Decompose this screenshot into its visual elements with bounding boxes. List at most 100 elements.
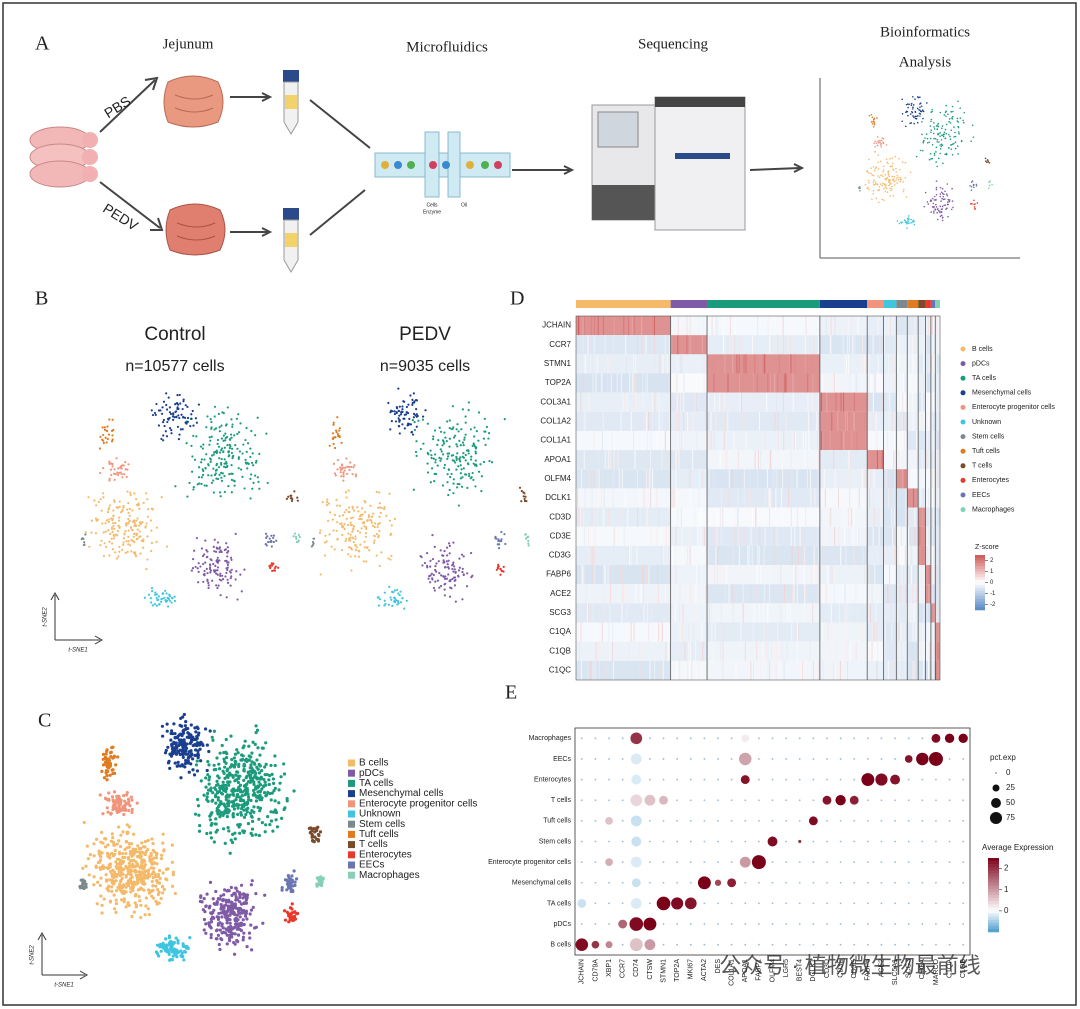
cell-point bbox=[407, 403, 410, 406]
heat-stripe bbox=[936, 507, 938, 527]
cell-point bbox=[186, 946, 190, 951]
heat-stripe bbox=[845, 450, 847, 470]
cell-point bbox=[216, 477, 220, 481]
cell-point bbox=[439, 549, 442, 552]
cell-point bbox=[919, 149, 922, 152]
heat-stripe bbox=[822, 373, 824, 393]
cell-point bbox=[202, 793, 206, 797]
cell-point bbox=[937, 133, 939, 135]
cell-point bbox=[291, 884, 295, 888]
heat-stripe bbox=[701, 622, 703, 642]
cell-point bbox=[229, 773, 233, 777]
heat-stripe bbox=[692, 622, 694, 642]
cell-point bbox=[127, 808, 131, 813]
heat-stripe bbox=[648, 411, 650, 431]
cell-point bbox=[207, 474, 210, 477]
heat-stripe bbox=[813, 335, 815, 355]
cell-point bbox=[895, 167, 897, 170]
cell-point bbox=[494, 535, 497, 538]
cell-point bbox=[127, 842, 131, 846]
cell-point bbox=[150, 601, 153, 604]
heat-stripe bbox=[757, 450, 759, 470]
cell-point bbox=[896, 182, 898, 184]
cell-point bbox=[236, 598, 239, 601]
heat-stripe bbox=[900, 641, 902, 661]
heat-stripe bbox=[607, 354, 609, 374]
heat-stripe bbox=[693, 603, 695, 623]
heat-stripe bbox=[613, 526, 615, 546]
cell-point bbox=[910, 110, 913, 113]
cell-point bbox=[229, 577, 232, 580]
heat-stripe bbox=[827, 622, 829, 642]
cell-point bbox=[445, 560, 448, 563]
heat-stripe bbox=[647, 373, 649, 393]
cell-point bbox=[886, 191, 889, 194]
cell-point bbox=[931, 108, 933, 111]
heat-stripe bbox=[891, 622, 893, 642]
heat-stripe bbox=[767, 641, 769, 661]
cell-point bbox=[172, 749, 176, 753]
gene-label: STMN1 bbox=[544, 359, 572, 368]
cell-point bbox=[126, 901, 130, 905]
cell-point bbox=[112, 755, 116, 759]
cell-point bbox=[221, 813, 225, 818]
cell-point bbox=[112, 881, 116, 885]
heat-stripe bbox=[916, 450, 918, 470]
heat-stripe bbox=[932, 641, 934, 661]
heat-stripe bbox=[715, 316, 717, 336]
cell-point bbox=[103, 542, 106, 545]
heat-stripe bbox=[810, 335, 812, 355]
cell-point bbox=[165, 392, 168, 395]
heat-stripe bbox=[910, 565, 912, 585]
heat-stripe bbox=[648, 469, 650, 489]
heat-block bbox=[883, 622, 897, 642]
heat-stripe bbox=[649, 526, 651, 546]
cell-point bbox=[401, 410, 404, 413]
cell-point bbox=[258, 783, 263, 787]
heat-stripe bbox=[645, 469, 647, 489]
cell-point bbox=[127, 463, 130, 466]
cell-point bbox=[126, 797, 131, 801]
cell-point bbox=[949, 135, 951, 138]
heat-stripe bbox=[681, 430, 683, 451]
cell-point bbox=[277, 788, 281, 792]
heat-stripe bbox=[742, 603, 744, 623]
heat-block bbox=[819, 411, 868, 431]
cell-point bbox=[375, 554, 378, 557]
cell-point bbox=[970, 203, 972, 205]
cell-point bbox=[103, 837, 107, 841]
cell-point bbox=[880, 144, 882, 146]
cell-point bbox=[944, 204, 947, 206]
heat-stripe bbox=[585, 411, 587, 431]
cell-point bbox=[103, 796, 108, 800]
cell-point bbox=[973, 199, 975, 202]
heat-stripe bbox=[850, 622, 852, 642]
cell-point bbox=[231, 905, 235, 909]
cell-point bbox=[229, 734, 233, 738]
cell-point bbox=[171, 873, 175, 877]
cell-point bbox=[83, 541, 86, 544]
cell-point bbox=[216, 774, 220, 778]
cell-point bbox=[434, 565, 437, 568]
cell-point bbox=[189, 425, 192, 428]
cell-point bbox=[930, 131, 932, 134]
cell-point bbox=[146, 872, 151, 876]
cell-point bbox=[122, 897, 126, 901]
cell-point bbox=[926, 201, 929, 203]
cell-point bbox=[466, 462, 470, 465]
heat-stripe bbox=[629, 622, 631, 642]
cell-point bbox=[129, 494, 132, 497]
heat-block bbox=[707, 373, 820, 393]
cell-point bbox=[337, 435, 340, 438]
heat-stripe bbox=[740, 622, 742, 642]
cell-point bbox=[108, 504, 111, 507]
cell-point bbox=[941, 127, 943, 130]
heat-stripe bbox=[777, 430, 779, 451]
cell-point bbox=[898, 222, 901, 225]
cell-point bbox=[373, 539, 376, 542]
cell-point bbox=[448, 544, 451, 547]
heat-stripe bbox=[651, 392, 653, 412]
heat-stripe bbox=[722, 565, 724, 585]
cell-point bbox=[205, 453, 208, 456]
cell-point bbox=[945, 208, 947, 210]
